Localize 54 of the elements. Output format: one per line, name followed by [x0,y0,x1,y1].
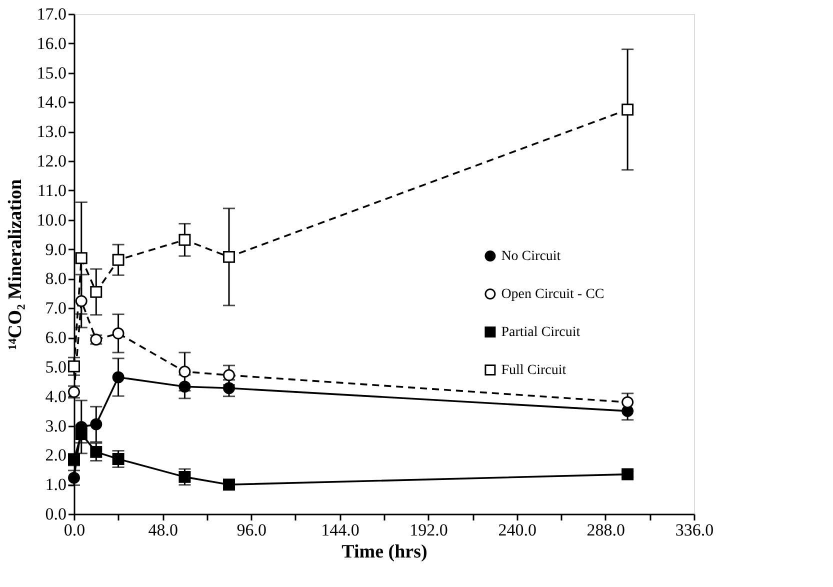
point [223,382,235,394]
x-tick-label: 96.0 [236,520,267,540]
y-tick-label: 8.0 [45,269,66,288]
point [112,327,124,340]
y-tick-label: 14.0 [36,92,66,112]
x-tick-label: 48.0 [148,520,178,540]
x-tick-label: 288.0 [586,520,626,540]
x-tick-label: 240.0 [498,520,536,540]
y-tick-label: 17.0 [36,4,66,24]
legend-label: No Circuit [501,249,561,264]
y-tick-label: 9.0 [45,240,66,259]
y-tick-label: 12.0 [36,152,66,171]
legend-label: Partial Circuit [501,325,580,340]
y-tick-label: 0.0 [45,504,66,524]
point [223,369,235,382]
x-tick-label: 336.0 [675,520,714,540]
y-tick-label: 2.0 [45,446,66,465]
point [178,470,191,483]
point [90,286,102,298]
point [75,252,88,264]
point [112,254,124,266]
x-axis-title: Time (hrs) [342,542,428,562]
y-tick-label: 4.0 [45,386,66,406]
y-tick-label: 15.0 [36,63,66,82]
legend-label: Open Circuit - CC [501,287,604,302]
y-axis-title: ¹⁴CO₂ Mineralization [4,178,26,350]
point [112,371,124,384]
point [622,396,634,408]
y-tick-label: 16.0 [36,34,66,53]
point [90,418,102,430]
point [178,234,191,246]
point [178,380,191,393]
point [112,453,124,465]
point [75,295,88,308]
y-tick-label: 3.0 [45,416,66,436]
y-tick-label: 13.0 [36,122,66,142]
y-tick-label: 7.0 [45,298,66,318]
y-tick-label: 1.0 [45,475,66,494]
x-tick-label: 144.0 [321,520,360,540]
point [178,366,191,378]
y-tick-label: 11.0 [37,180,66,200]
y-tick-label: 5.0 [45,357,66,376]
point [622,104,634,116]
y-tick-label: 6.0 [45,328,66,348]
point [622,468,634,480]
point [75,428,88,440]
x-tick-label: 0.0 [64,520,86,540]
legend-label: Full Circuit [501,363,566,378]
point [68,360,80,372]
point [223,250,235,263]
y-tick-label: 10.0 [36,210,66,230]
point [223,478,235,491]
point [90,446,102,458]
x-tick-label: 192.0 [410,520,448,540]
